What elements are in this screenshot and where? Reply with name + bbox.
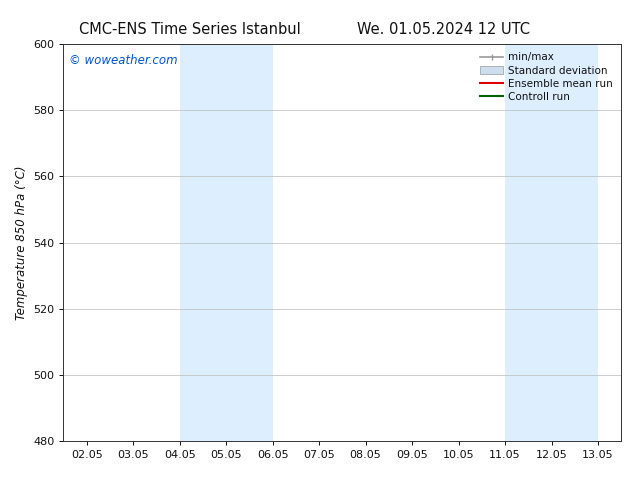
Bar (505, 44, 598, 441)
Bar (179, 44, 273, 441)
Text: © woweather.com: © woweather.com (69, 54, 178, 67)
Text: We. 01.05.2024 12 UTC: We. 01.05.2024 12 UTC (358, 22, 530, 37)
Legend: min/max, Standard deviation, Ensemble mean run, Controll run: min/max, Standard deviation, Ensemble me… (477, 49, 616, 105)
Text: CMC-ENS Time Series Istanbul: CMC-ENS Time Series Istanbul (79, 22, 301, 37)
Y-axis label: Temperature 850 hPa (°C): Temperature 850 hPa (°C) (15, 165, 27, 320)
